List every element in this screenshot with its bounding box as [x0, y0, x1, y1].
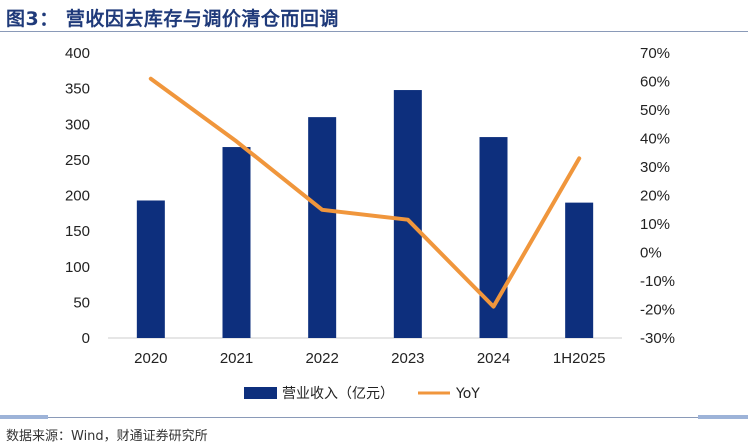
- x-tick-label: 2021: [220, 350, 253, 367]
- right-axis-ticks: -30% -20% -10% 0% 10% 20% 30% 40% 50% 60% 70%: [640, 45, 675, 347]
- right-tick-label: 10%: [640, 216, 670, 233]
- left-tick-label: 350: [65, 81, 90, 98]
- left-tick-label: 400: [65, 45, 90, 62]
- x-tick-label: 2022: [305, 350, 338, 367]
- revenue-bar: [308, 117, 337, 338]
- revenue-bars: [136, 90, 594, 338]
- left-tick-label: 100: [65, 259, 90, 276]
- x-tick-label: 2024: [477, 350, 510, 367]
- legend: 营业收入（亿元） YoY: [244, 386, 480, 402]
- revenue-bar: [393, 90, 422, 338]
- revenue-bar: [136, 200, 165, 338]
- right-tick-label: -10%: [640, 273, 675, 290]
- top-divider: [0, 31, 748, 32]
- yoy-line-layer: [148, 76, 582, 309]
- x-tick-label: 2020: [134, 350, 167, 367]
- footer-accent-right: [698, 415, 748, 419]
- legend-bar-swatch: [244, 387, 277, 399]
- left-tick-label: 150: [65, 223, 90, 240]
- right-tick-label: 0%: [640, 245, 662, 262]
- left-tick-label: 200: [65, 188, 90, 205]
- revenue-bar: [222, 147, 251, 338]
- right-tick-label: 40%: [640, 131, 670, 148]
- right-tick-label: 70%: [640, 45, 670, 62]
- x-tick-label: 2023: [391, 350, 424, 367]
- left-axis-ticks: 0 50 100 150 200 250 300 350 400: [65, 45, 90, 347]
- source-note: 数据来源：Wind，财通证券研究所: [6, 429, 208, 444]
- right-tick-label: 20%: [640, 188, 670, 205]
- footer-accent-left: [0, 415, 48, 419]
- x-axis-ticks: 2020 2021 2022 2023 2024 1H2025: [134, 350, 605, 367]
- bottom-divider: [0, 417, 748, 418]
- left-tick-label: 0: [82, 330, 90, 347]
- revenue-bar: [565, 202, 594, 338]
- legend-bar-label: 营业收入（亿元）: [282, 386, 394, 402]
- left-tick-label: 300: [65, 116, 90, 133]
- x-tick-label: 1H2025: [553, 350, 606, 367]
- right-tick-label: -20%: [640, 302, 675, 319]
- left-tick-label: 50: [73, 294, 90, 311]
- left-tick-label: 250: [65, 152, 90, 169]
- yoy-line: [148, 76, 582, 309]
- figure-title: 图3： 营收因去库存与调价清仓而回调: [6, 8, 339, 30]
- right-tick-label: 60%: [640, 74, 670, 91]
- legend-line-label: YoY: [455, 386, 480, 402]
- right-tick-label: -30%: [640, 330, 675, 347]
- revenue-yoy-chart: 0 50 100 150 200 250 300 350 400 -30% -20% -10% 0% 1…: [65, 45, 675, 402]
- right-tick-label: 50%: [640, 102, 670, 119]
- right-tick-label: 30%: [640, 159, 670, 176]
